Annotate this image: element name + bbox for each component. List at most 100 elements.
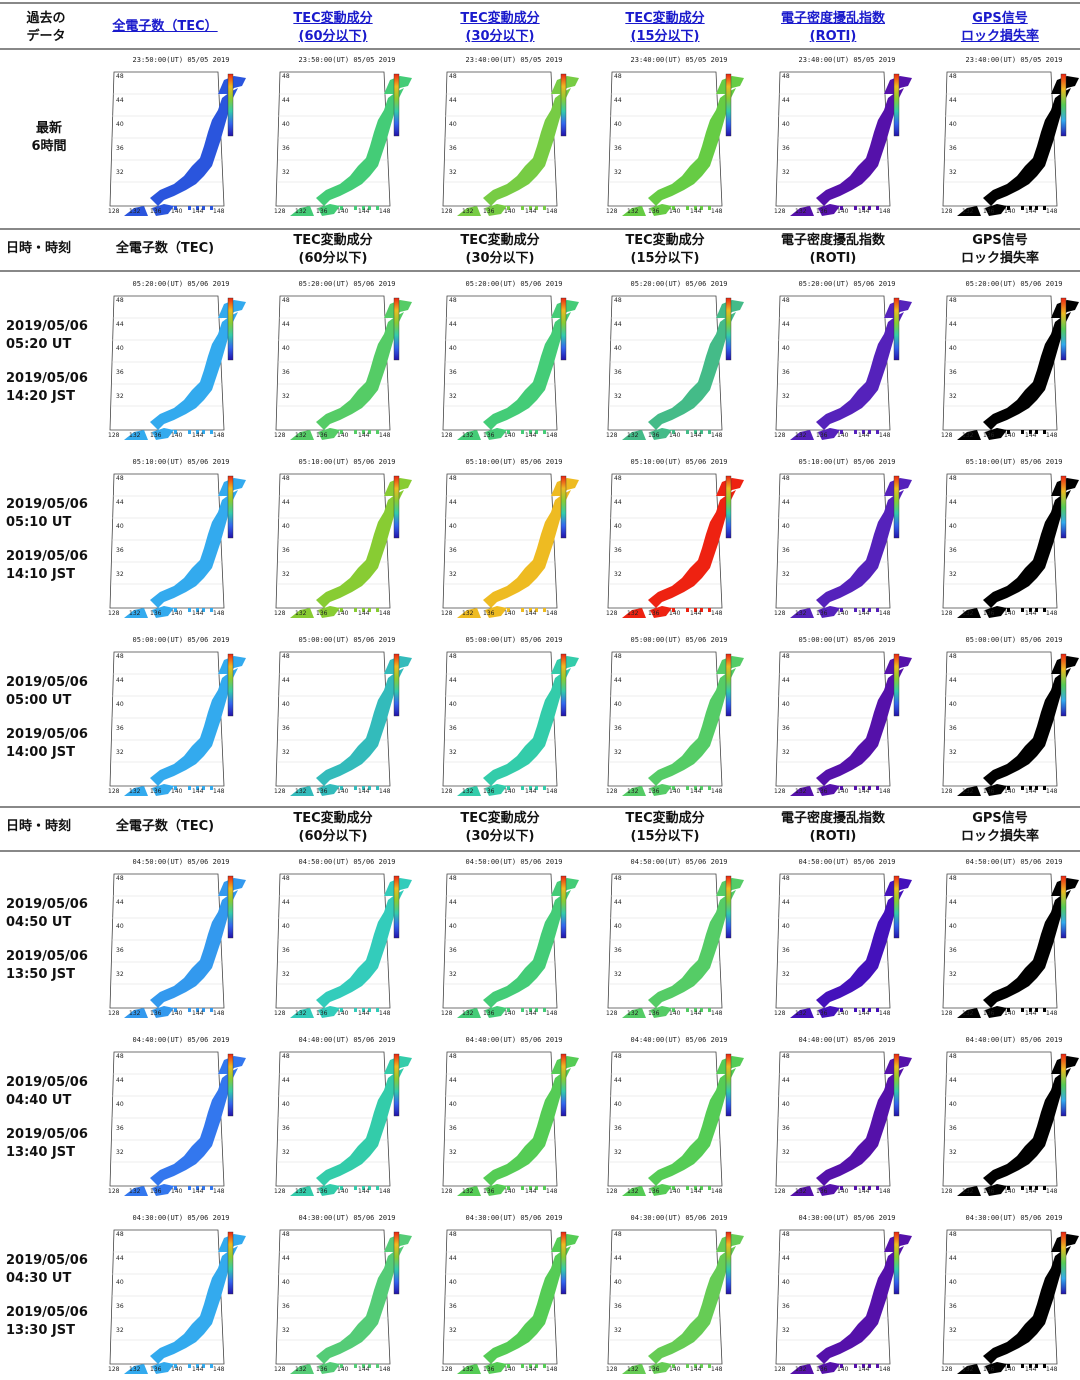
map-r3-tec30[interactable]: 04:50:00(UT) 05/06 2019 48 44 40 36 32 128 132 1… xyxy=(433,858,593,1018)
map-timestamp: 04:30:00(UT) 05/06 2019 xyxy=(630,1214,728,1222)
map-r4-tec30[interactable]: 04:40:00(UT) 05/06 2019 48 44 40 36 32 128 132 1… xyxy=(433,1036,593,1196)
island-dot xyxy=(700,430,703,434)
map-r2-tec[interactable]: 05:00:00(UT) 05/06 2019 48 44 40 36 32 128 132 1… xyxy=(100,636,260,796)
map-r1-roti[interactable]: 05:10:00(UT) 05/06 2019 48 44 40 36 32 128 132 1… xyxy=(766,458,926,618)
map-timestamp: 04:40:00(UT) 05/06 2019 xyxy=(630,1036,728,1044)
map-r4-roti[interactable]: 04:40:00(UT) 05/06 2019 48 44 40 36 32 128 132 1… xyxy=(766,1036,926,1196)
lat-label: 36 xyxy=(282,725,290,732)
map-latest-tec60[interactable]: 23:50:00(UT) 05/05 2019 48 44 40 36 32 128 132 1… xyxy=(266,56,426,216)
map-r0-roti[interactable]: 05:20:00(UT) 05/06 2019 48 44 40 36 32 128 132 1… xyxy=(766,280,926,440)
map-r1-tec15[interactable]: 05:10:00(UT) 05/06 2019 48 44 40 36 32 128 132 1… xyxy=(598,458,758,618)
island-dot xyxy=(174,1008,177,1012)
map-r0-lol[interactable]: 05:20:00(UT) 05/06 2019 48 44 40 36 32 128 132 1… xyxy=(933,280,1080,440)
lat-label: 44 xyxy=(116,97,124,104)
honshu-region xyxy=(816,490,904,608)
map-r2-lol[interactable]: 05:00:00(UT) 05/06 2019 48 44 40 36 32 128 132 1… xyxy=(933,636,1080,796)
lat-label: 48 xyxy=(449,475,457,482)
map-r4-tec60[interactable]: 04:40:00(UT) 05/06 2019 48 44 40 36 32 128 132 1… xyxy=(266,1036,426,1196)
map-timestamp: 04:50:00(UT) 05/06 2019 xyxy=(132,858,230,866)
map-r1-tec30[interactable]: 05:10:00(UT) 05/06 2019 48 44 40 36 32 128 132 1… xyxy=(433,458,593,618)
lat-label: 32 xyxy=(614,169,622,176)
tab-lol[interactable]: GPS信号 ロック損失率 xyxy=(960,11,1039,44)
map-r4-lol[interactable]: 04:40:00(UT) 05/06 2019 48 44 40 36 32 128 132 1… xyxy=(933,1036,1080,1196)
map-r5-tec15[interactable]: 04:30:00(UT) 05/06 2019 48 44 40 36 32 128 132 1… xyxy=(598,1214,758,1374)
map-r3-roti[interactable]: 04:50:00(UT) 05/06 2019 48 44 40 36 32 128 132 1… xyxy=(766,858,926,1018)
map-latest-tec[interactable]: 23:50:00(UT) 05/05 2019 48 44 40 36 32 128 132 1… xyxy=(100,56,260,216)
map-r0-tec30[interactable]: 05:20:00(UT) 05/06 2019 48 44 40 36 32 128 132 1… xyxy=(433,280,593,440)
map-r1-tec60[interactable]: 05:10:00(UT) 05/06 2019 48 44 40 36 32 128 132 1… xyxy=(266,458,426,618)
lat-label: 40 xyxy=(282,1101,290,1108)
map-r3-lol[interactable]: 04:50:00(UT) 05/06 2019 48 44 40 36 32 128 132 1… xyxy=(933,858,1080,1018)
map-r2-roti[interactable]: 05:00:00(UT) 05/06 2019 48 44 40 36 32 128 132 1… xyxy=(766,636,926,796)
map-r5-tec[interactable]: 04:30:00(UT) 05/06 2019 48 44 40 36 32 128 132 1… xyxy=(100,1214,260,1374)
map-r4-tec15[interactable]: 04:40:00(UT) 05/06 2019 48 44 40 36 32 128 132 1… xyxy=(598,1036,758,1196)
map-r3-tec[interactable]: 04:50:00(UT) 05/06 2019 48 44 40 36 32 128 132 1… xyxy=(100,858,260,1018)
tab-tec-15min[interactable]: TEC変動成分 (15分以下) xyxy=(625,11,705,44)
lon-label: 128 xyxy=(441,1188,453,1195)
island-dot xyxy=(840,608,843,612)
map-r5-tec60[interactable]: 04:30:00(UT) 05/06 2019 48 44 40 36 32 128 132 1… xyxy=(266,1214,426,1374)
island-dot xyxy=(686,430,689,434)
map-r3-tec15[interactable]: 04:50:00(UT) 05/06 2019 48 44 40 36 32 128 132 1… xyxy=(598,858,758,1018)
map-r5-lol[interactable]: 04:30:00(UT) 05/06 2019 48 44 40 36 32 128 132 1… xyxy=(933,1214,1080,1374)
lat-label: 48 xyxy=(614,1231,622,1238)
tab-tec[interactable]: 全電子数（TEC） xyxy=(112,19,218,34)
map-frame xyxy=(607,873,723,1009)
island-dot xyxy=(658,1186,661,1190)
lon-label: 128 xyxy=(941,788,953,795)
japan-map: 48 44 40 36 32 128 132 136 140 144 148 xyxy=(941,473,1079,618)
lat-label: 32 xyxy=(614,971,622,978)
map-r5-roti[interactable]: 04:30:00(UT) 05/06 2019 48 44 40 36 32 128 132 1… xyxy=(766,1214,926,1374)
map-r0-tec60[interactable]: 05:20:00(UT) 05/06 2019 48 44 40 36 32 128 132 1… xyxy=(266,280,426,440)
lon-label: 132 xyxy=(962,432,974,439)
lat-label: 40 xyxy=(116,523,124,530)
island-dot xyxy=(521,786,524,790)
lon-label: 136 xyxy=(648,208,660,215)
tab-tec-60min[interactable]: TEC変動成分 (60分以下) xyxy=(293,11,373,44)
island-dot xyxy=(1021,786,1024,790)
island-dot xyxy=(210,786,213,790)
map-latest-tec30[interactable]: 23:40:00(UT) 05/05 2019 48 44 40 36 32 128 132 1… xyxy=(433,56,593,216)
lon-label: 144 xyxy=(525,1010,537,1017)
map-r0-tec15[interactable]: 05:20:00(UT) 05/06 2019 48 44 40 36 32 128 132 1… xyxy=(598,280,758,440)
kyushu-region xyxy=(290,1364,314,1374)
map-r5-tec30[interactable]: 04:30:00(UT) 05/06 2019 48 44 40 36 32 128 132 1… xyxy=(433,1214,593,1374)
island-dot xyxy=(340,430,343,434)
japan-map: 48 44 40 36 32 128 132 136 140 144 148 xyxy=(606,71,744,216)
map-r1-tec[interactable]: 05:10:00(UT) 05/06 2019 48 44 40 36 32 128 132 1… xyxy=(100,458,260,618)
lon-label: 140 xyxy=(837,1188,849,1195)
island-dot xyxy=(1035,1186,1038,1190)
map-frame xyxy=(607,1229,723,1365)
lon-label: 144 xyxy=(858,208,870,215)
island-dot xyxy=(362,206,365,210)
map-r1-lol[interactable]: 05:10:00(UT) 05/06 2019 48 44 40 36 32 128 132 1… xyxy=(933,458,1080,618)
map-r2-tec30[interactable]: 05:00:00(UT) 05/06 2019 48 44 40 36 32 128 132 1… xyxy=(433,636,593,796)
color-bar xyxy=(227,73,234,137)
map-r4-tec[interactable]: 04:40:00(UT) 05/06 2019 48 44 40 36 32 128 132 1… xyxy=(100,1036,260,1196)
row-jst: 2019/05/06 14:00 JST xyxy=(6,727,88,760)
island-dot xyxy=(1035,786,1038,790)
japan-map: 48 44 40 36 32 128 132 136 140 144 148 xyxy=(774,473,912,618)
lat-label: 48 xyxy=(282,1231,290,1238)
island-dot xyxy=(174,206,177,210)
map-r2-tec15[interactable]: 05:00:00(UT) 05/06 2019 48 44 40 36 32 128 132 1… xyxy=(598,636,758,796)
map-latest-lol[interactable]: 23:40:00(UT) 05/05 2019 48 44 40 36 32 128 132 1… xyxy=(933,56,1080,216)
island-dot xyxy=(493,1364,496,1368)
map-r3-tec60[interactable]: 04:50:00(UT) 05/06 2019 48 44 40 36 32 128 132 1… xyxy=(266,858,426,1018)
island-dot xyxy=(354,206,357,210)
lon-label: 128 xyxy=(941,1188,953,1195)
lon-label: 148 xyxy=(213,1366,225,1373)
lon-label: 144 xyxy=(358,610,370,617)
map-latest-roti[interactable]: 23:40:00(UT) 05/05 2019 48 44 40 36 32 128 132 1… xyxy=(766,56,926,216)
rule-after-header-mid xyxy=(0,270,1080,272)
lon-label: 148 xyxy=(546,208,558,215)
tab-tec-30min[interactable]: TEC変動成分 (30分以下) xyxy=(460,11,540,44)
map-latest-tec15[interactable]: 23:40:00(UT) 05/05 2019 48 44 40 36 32 128 132 1… xyxy=(598,56,758,216)
color-bar xyxy=(893,73,900,137)
tab-roti[interactable]: 電子密度擾乱指数 (ROTI) xyxy=(780,11,885,44)
japan-map: 48 44 40 36 32 128 132 136 140 144 148 xyxy=(108,651,246,796)
map-r2-tec60[interactable]: 05:00:00(UT) 05/06 2019 48 44 40 36 32 128 132 1… xyxy=(266,636,426,796)
lon-label: 148 xyxy=(711,432,723,439)
lon-label: 144 xyxy=(358,1188,370,1195)
map-r0-tec[interactable]: 05:20:00(UT) 05/06 2019 48 44 40 36 32 128 132 1… xyxy=(100,280,260,440)
